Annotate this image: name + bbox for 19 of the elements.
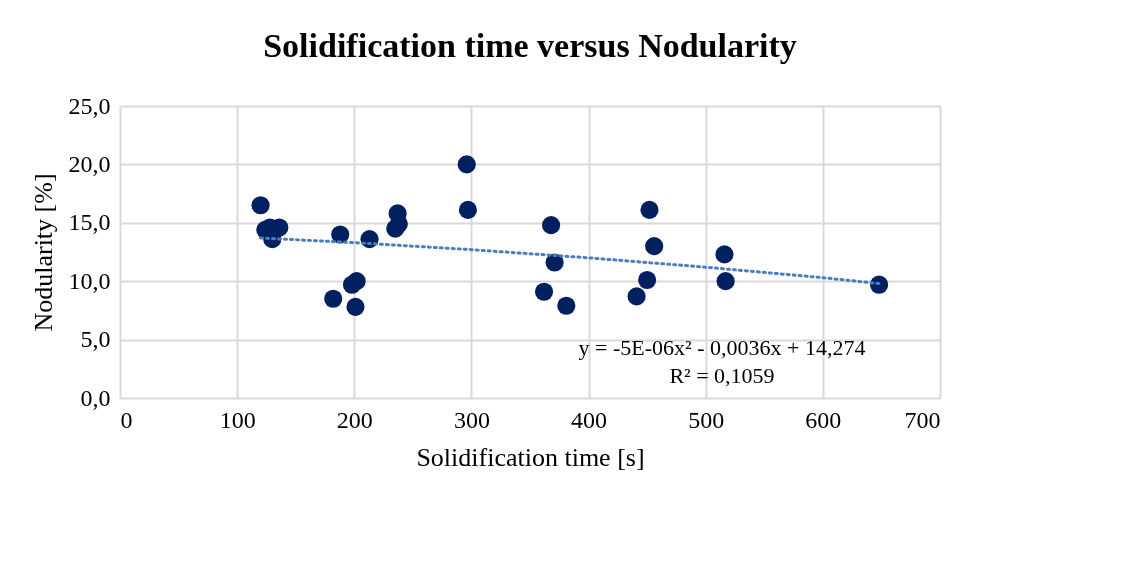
x-axis-title: Solidification time [s] xyxy=(416,442,645,472)
x-tick-label: 700 xyxy=(904,406,941,433)
y-tick-label: 10,0 xyxy=(68,267,111,294)
x-tick-label: 400 xyxy=(571,406,608,433)
x-tick-label: 0 xyxy=(120,406,133,433)
annotation: y = -5E-06x² - 0,0036x + 14,274 xyxy=(578,335,866,360)
x-tick-label: 500 xyxy=(688,406,725,433)
chart-title: Solidification time versus Nodularity xyxy=(263,27,797,64)
y-axis-title: Nodularity [%] xyxy=(28,173,58,332)
x-tick-label: 300 xyxy=(453,406,490,433)
annotation: R² = 0,1059 xyxy=(669,363,775,388)
y-tick-label: 5,0 xyxy=(80,326,111,353)
x-tick-label: 200 xyxy=(336,406,373,433)
y-tick-label: 15,0 xyxy=(68,209,111,236)
y-tick-label: 0,0 xyxy=(80,384,111,411)
y-tick-label: 20,0 xyxy=(68,150,111,177)
y-tick-label: 25,0 xyxy=(68,92,111,119)
x-tick-label: 100 xyxy=(219,406,256,433)
x-tick-label: 600 xyxy=(805,406,842,433)
